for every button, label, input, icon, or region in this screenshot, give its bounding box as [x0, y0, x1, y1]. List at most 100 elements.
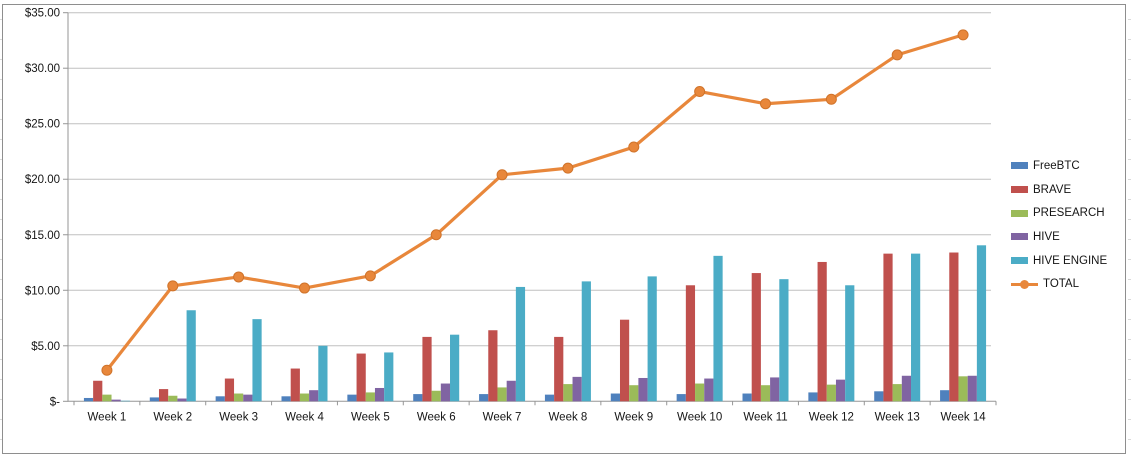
- total-marker-week-6[interactable]: [430, 229, 442, 241]
- bar-presearch-week-3[interactable]: [234, 393, 244, 402]
- bar-hive-week-14[interactable]: [967, 375, 977, 402]
- bar-brave-week-6[interactable]: [422, 336, 432, 402]
- x-axis-label-week-3: Week 3: [219, 411, 258, 423]
- bar-freebtc-week-5[interactable]: [347, 394, 357, 402]
- y-axis-label-35: $35.00: [25, 8, 60, 20]
- bar-freebtc-week-4[interactable]: [281, 396, 291, 402]
- bar-presearch-week-9[interactable]: [629, 385, 639, 402]
- bar-hive-engine-week-4[interactable]: [318, 345, 328, 402]
- x-axis-label-week-7: Week 7: [483, 411, 522, 423]
- total-marker-week-7[interactable]: [496, 169, 508, 181]
- bar-hive-week-12[interactable]: [835, 379, 846, 402]
- bar-hive-engine-week-11[interactable]: [779, 279, 789, 402]
- bar-freebtc-week-9[interactable]: [610, 393, 620, 402]
- bar-hive-engine-week-6[interactable]: [450, 334, 460, 402]
- bar-hive-engine-week-3[interactable]: [252, 319, 262, 402]
- bar-presearch-week-5[interactable]: [365, 392, 375, 402]
- total-marker-week-12[interactable]: [825, 93, 837, 105]
- bar-hive-engine-week-14[interactable]: [976, 245, 987, 402]
- bar-hive-engine-week-10[interactable]: [713, 255, 723, 402]
- bar-presearch-week-2[interactable]: [168, 395, 178, 402]
- total-marker-week-9[interactable]: [628, 141, 640, 153]
- bar-freebtc-week-1[interactable]: [83, 397, 94, 402]
- bar-hive-week-3[interactable]: [243, 394, 253, 402]
- bar-hive-week-8[interactable]: [572, 376, 582, 402]
- bar-hive-engine-week-13[interactable]: [911, 253, 921, 402]
- total-marker-week-5[interactable]: [364, 270, 376, 282]
- bar-freebtc-week-13[interactable]: [874, 391, 884, 402]
- legend-line-marker-swatch-total: [1011, 279, 1038, 289]
- total-marker-week-14[interactable]: [957, 29, 969, 41]
- bar-hive-week-11[interactable]: [770, 377, 780, 402]
- bar-presearch-week-10[interactable]: [695, 383, 705, 402]
- bar-freebtc-week-12[interactable]: [808, 392, 818, 402]
- bar-presearch-week-11[interactable]: [760, 385, 771, 402]
- legend-label: HIVE: [1033, 230, 1060, 243]
- bar-hive-week-13[interactable]: [901, 375, 912, 402]
- total-marker-week-13[interactable]: [891, 49, 903, 61]
- bar-hive-engine-week-9[interactable]: [647, 276, 657, 402]
- bar-brave-week-9[interactable]: [619, 319, 630, 402]
- bar-hive-week-2[interactable]: [177, 398, 187, 402]
- legend-item-freebtc[interactable]: FreeBTC: [1011, 154, 1107, 178]
- bar-freebtc-week-10[interactable]: [676, 394, 686, 402]
- legend-item-hive[interactable]: HIVE: [1011, 225, 1107, 249]
- bar-hive-engine-week-7[interactable]: [515, 286, 526, 402]
- bar-hive-engine-week-5[interactable]: [384, 352, 394, 402]
- bar-brave-week-14[interactable]: [949, 252, 959, 402]
- bar-brave-week-2[interactable]: [158, 389, 169, 402]
- legend-item-hive-engine[interactable]: HIVE ENGINE: [1011, 249, 1107, 273]
- legend-item-total[interactable]: TOTAL: [1011, 272, 1107, 296]
- bar-presearch-week-13[interactable]: [892, 384, 902, 402]
- y-axis-label-5: $5.00: [31, 341, 60, 353]
- bar-hive-week-4[interactable]: [309, 390, 319, 402]
- bar-freebtc-week-11[interactable]: [742, 393, 752, 402]
- bar-hive-week-7[interactable]: [506, 380, 516, 402]
- bar-brave-week-11[interactable]: [751, 273, 761, 402]
- x-axis-label-week-2: Week 2: [153, 411, 192, 423]
- bar-hive-engine-week-8[interactable]: [581, 281, 591, 402]
- bar-brave-week-12[interactable]: [817, 261, 827, 402]
- bar-hive-engine-week-2[interactable]: [186, 310, 196, 402]
- legend-swatch-freebtc: [1011, 162, 1028, 170]
- bar-presearch-week-12[interactable]: [826, 384, 836, 402]
- total-marker-week-3[interactable]: [233, 271, 245, 283]
- total-line[interactable]: [105, 33, 965, 372]
- total-marker-week-10[interactable]: [694, 86, 706, 98]
- bar-presearch-week-8[interactable]: [563, 384, 573, 402]
- total-marker-week-8[interactable]: [562, 162, 574, 174]
- bar-freebtc-week-3[interactable]: [215, 396, 225, 402]
- bar-hive-week-10[interactable]: [704, 378, 714, 402]
- legend-item-brave[interactable]: BRAVE: [1011, 178, 1107, 202]
- bar-hive-week-1[interactable]: [111, 399, 121, 402]
- bar-brave-week-8[interactable]: [554, 336, 564, 402]
- bar-brave-week-10[interactable]: [685, 285, 696, 402]
- bar-freebtc-week-7[interactable]: [479, 394, 489, 402]
- bar-hive-engine-week-12[interactable]: [845, 285, 855, 402]
- bar-freebtc-week-6[interactable]: [413, 394, 423, 402]
- bar-brave-week-7[interactable]: [488, 330, 498, 402]
- bar-hive-week-6[interactable]: [440, 383, 451, 402]
- x-axis-label-week-1: Week 1: [88, 411, 127, 423]
- bar-brave-week-13[interactable]: [883, 253, 893, 402]
- bar-presearch-week-4[interactable]: [299, 393, 310, 402]
- bar-presearch-week-14[interactable]: [958, 376, 968, 402]
- bar-brave-week-1[interactable]: [93, 380, 103, 402]
- bar-freebtc-week-2[interactable]: [149, 397, 159, 402]
- total-marker-week-4[interactable]: [299, 282, 310, 294]
- bar-presearch-week-7[interactable]: [497, 387, 507, 402]
- total-marker-week-11[interactable]: [760, 98, 771, 110]
- bar-hive-engine-week-1[interactable]: [120, 400, 130, 402]
- bar-presearch-week-1[interactable]: [102, 394, 112, 402]
- bar-brave-week-5[interactable]: [356, 353, 366, 402]
- bar-freebtc-week-8[interactable]: [544, 394, 555, 402]
- total-marker-week-2[interactable]: [167, 280, 179, 292]
- legend-item-presearch[interactable]: PRESEARCH: [1011, 201, 1107, 225]
- bar-brave-week-3[interactable]: [224, 378, 235, 402]
- total-marker-week-1[interactable]: [101, 364, 113, 376]
- bar-hive-week-9[interactable]: [638, 377, 648, 402]
- bar-brave-week-4[interactable]: [290, 368, 300, 402]
- bar-freebtc-week-14[interactable]: [940, 390, 950, 402]
- bar-hive-week-5[interactable]: [374, 387, 385, 402]
- bar-presearch-week-6[interactable]: [431, 390, 441, 402]
